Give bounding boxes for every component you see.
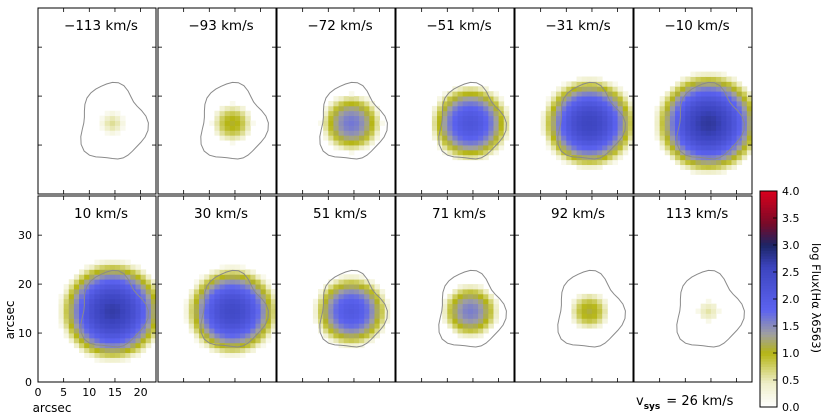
contour-line	[557, 269, 626, 348]
channel-panel: 71 km/s	[395, 195, 515, 383]
channel-panel: 30 km/s	[157, 195, 277, 383]
panel-frame	[514, 195, 634, 383]
colorbar-tick-label: 1.0	[782, 347, 800, 360]
contour-line	[200, 269, 269, 348]
panel-frame	[395, 7, 515, 195]
panel-frame	[395, 195, 515, 383]
channel-panel: 113 km/s	[633, 195, 753, 383]
x-tick-label: 5	[60, 386, 67, 399]
channel-panel: 51 km/s	[276, 195, 396, 383]
y-tick-label: 10	[18, 327, 32, 340]
contour-line	[438, 269, 507, 348]
flux-map	[183, 264, 276, 358]
panel-frame	[633, 7, 753, 195]
velocity-label: 30 km/s	[194, 206, 248, 222]
contour-line	[200, 81, 269, 160]
velocity-label: −93 km/s	[188, 18, 253, 34]
panel-grid: −113 km/s −93 km/s −72 km/s −51 km/s −31 km/…	[37, 7, 753, 383]
panel-frame	[514, 7, 634, 195]
flux-map	[312, 274, 391, 349]
flux-map	[209, 101, 256, 146]
x-axis-label: arcsec	[33, 401, 72, 415]
y-tick-label: 0	[25, 376, 32, 389]
y-axis-label: arcsec	[3, 301, 17, 340]
panel-frame	[157, 7, 277, 195]
velocity-label: −51 km/s	[426, 18, 491, 34]
panel-frame	[37, 195, 157, 383]
svg-text:vsys= 26 km/s: vsys = 26 km/s	[636, 394, 734, 412]
y-axis: 0 10 20 30	[18, 229, 32, 389]
velocity-label: −113 km/s	[64, 18, 138, 34]
x-tick-label: 10	[82, 386, 96, 399]
x-tick-label: 20	[134, 386, 148, 399]
panel-frame	[276, 7, 396, 195]
channel-panel: −51 km/s	[395, 7, 515, 195]
colorbar: 0.0 0.5 1.0 1.5 2.0 2.5 3.0 3.5 4.0	[759, 185, 800, 414]
vsys-symbol: v	[636, 394, 644, 409]
vsys-subscript: sys	[644, 402, 661, 412]
colorbar-label: log Flux(Hα λ6563)	[809, 243, 823, 353]
velocity-label: 113 km/s	[666, 206, 729, 222]
colorbar-tick-label: 0.5	[782, 374, 800, 387]
velocity-label: −10 km/s	[664, 18, 729, 34]
flux-map	[654, 71, 752, 175]
vsys-label: vsys = 26 km/s	[636, 394, 734, 412]
colorbar-tick-label: 1.5	[782, 320, 800, 333]
contour-line	[80, 81, 149, 160]
contour-line	[319, 81, 388, 160]
flux-map	[318, 91, 386, 156]
x-axis: 0 5 10 15 20	[35, 386, 148, 399]
x-tick-label: 0	[35, 386, 42, 399]
velocity-label: −31 km/s	[545, 18, 610, 34]
channel-panel: −113 km/s	[37, 7, 157, 195]
contour-line	[80, 269, 149, 348]
channel-panel: −31 km/s	[514, 7, 634, 195]
flux-map	[58, 259, 156, 363]
velocity-label: 71 km/s	[432, 206, 486, 222]
velocity-label: −72 km/s	[307, 18, 372, 34]
panel-frame	[37, 7, 157, 195]
channel-panel: 92 km/s	[514, 195, 634, 383]
channel-panel: −72 km/s	[276, 7, 396, 195]
flux-map	[540, 76, 633, 170]
contour-line	[438, 81, 507, 160]
channel-panel: −10 km/s	[633, 7, 753, 195]
x-tick-label: 15	[108, 386, 122, 399]
contour-line	[676, 269, 745, 348]
flux-map	[442, 284, 500, 339]
panel-frame	[157, 195, 277, 383]
velocity-label: 51 km/s	[313, 206, 367, 222]
flux-map	[571, 293, 608, 329]
contour-line	[319, 269, 388, 348]
colorbar-tick-label: 2.0	[782, 293, 800, 306]
colorbar-tick-label: 4.0	[782, 185, 800, 198]
panel-frame	[633, 195, 753, 383]
flux-map	[99, 110, 126, 136]
flux-map	[695, 298, 722, 324]
channel-panel: 10 km/s	[37, 195, 157, 383]
colorbar-tick-label: 3.5	[782, 212, 800, 225]
colorbar-tick-label: 3.0	[782, 239, 800, 252]
colorbar-tick-label: 2.5	[782, 266, 800, 279]
contour-line	[676, 81, 745, 160]
panel-frame	[276, 195, 396, 383]
vsys-value: = 26 km/s	[666, 394, 733, 409]
y-tick-label: 30	[18, 229, 32, 242]
y-tick-label: 20	[18, 278, 32, 291]
contour-line	[557, 81, 626, 160]
colorbar-tick-label: 0.0	[782, 401, 800, 414]
velocity-label: 10 km/s	[74, 206, 128, 222]
velocity-label: 92 km/s	[551, 206, 605, 222]
channel-panel: −93 km/s	[157, 7, 277, 195]
flux-map	[431, 86, 510, 161]
